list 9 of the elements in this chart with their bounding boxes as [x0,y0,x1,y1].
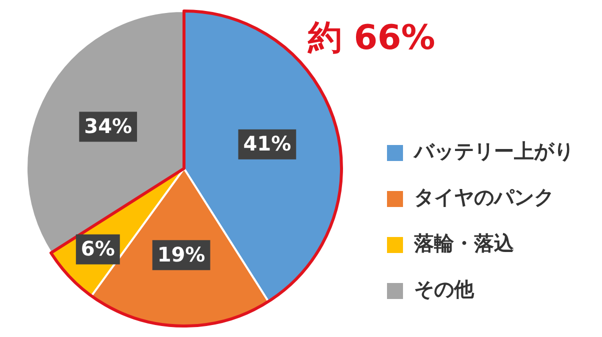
data-label: 41% [243,132,292,156]
legend-label: バッテリー上がり [413,139,574,164]
data-label: 34% [84,114,132,138]
legend-label: その他 [414,277,475,302]
legend-label: 落輪・落込 [413,231,515,256]
text: 約 66% [307,18,436,58]
legend-label: タイヤのパンク [414,185,554,210]
data-label: 19% [157,242,206,266]
data-label: 6% [80,236,115,261]
